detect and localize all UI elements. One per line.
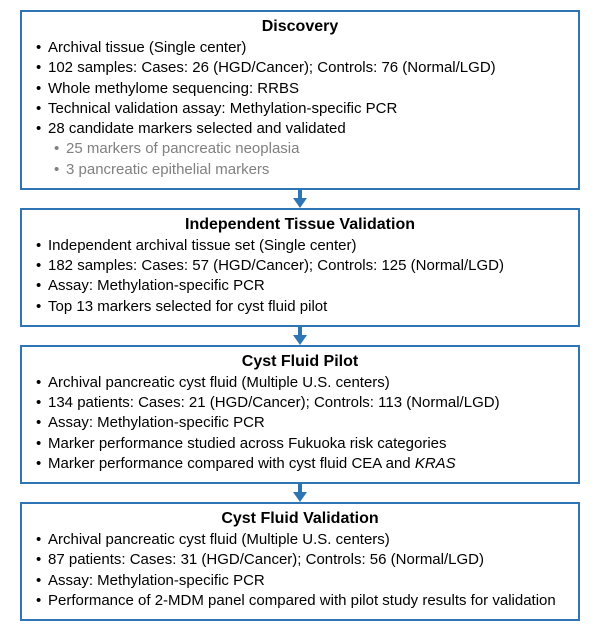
block-title: Discovery: [36, 18, 564, 36]
flow-arrow: [20, 190, 580, 208]
block-title: Cyst Fluid Validation: [36, 510, 564, 528]
bullet-item: Archival pancreatic cyst fluid (Multiple…: [36, 530, 564, 550]
bullet-item: 182 samples: Cases: 57 (HGD/Cancer); Con…: [36, 256, 564, 276]
flow-block: Cyst Fluid Validation Archival pancreatic…: [20, 502, 580, 621]
bullet-item: Top 13 markers selected for cyst fluid p…: [36, 297, 564, 317]
bullet-item: Technical validation assay: Methylation-…: [36, 99, 564, 119]
bullet-item: 134 patients: Cases: 21 (HGD/Cancer); Co…: [36, 393, 564, 413]
bullet-item: Performance of 2-MDM panel compared with…: [36, 591, 564, 611]
flow-arrow: [20, 484, 580, 502]
bullet-item: Archival pancreatic cyst fluid (Multiple…: [36, 373, 564, 393]
bullet-item: Assay: Methylation-specific PCR: [36, 413, 564, 433]
bullet-item: 28 candidate markers selected and valida…: [36, 119, 564, 139]
bullet-item: Independent archival tissue set (Single …: [36, 236, 564, 256]
sub-bullet-item: 25 markers of pancreatic neoplasia: [36, 139, 564, 159]
bullet-list: Archival pancreatic cyst fluid (Multiple…: [36, 530, 564, 611]
bullet-item: Archival tissue (Single center): [36, 38, 564, 58]
bullet-item: Assay: Methylation-specific PCR: [36, 276, 564, 296]
sub-bullet-list: 25 markers of pancreatic neoplasia3 panc…: [36, 139, 564, 180]
sub-bullet-item: 3 pancreatic epithelial markers: [36, 160, 564, 180]
block-title: Cyst Fluid Pilot: [36, 353, 564, 371]
flow-block: Independent Tissue Validation Independent…: [20, 208, 580, 327]
flow-block: Cyst Fluid Pilot Archival pancreatic cyst…: [20, 345, 580, 484]
bullet-item: Assay: Methylation-specific PCR: [36, 571, 564, 591]
bullet-list: Independent archival tissue set (Single …: [36, 236, 564, 317]
bullet-list: Archival tissue (Single center)102 sampl…: [36, 38, 564, 180]
flow-block: Discovery Archival tissue (Single center)…: [20, 10, 580, 190]
flow-arrow: [20, 327, 580, 345]
bullet-item: Marker performance studied across Fukuok…: [36, 434, 564, 454]
block-title: Independent Tissue Validation: [36, 216, 564, 234]
bullet-list: Archival pancreatic cyst fluid (Multiple…: [36, 373, 564, 474]
bullet-item: Whole methylome sequencing: RRBS: [36, 79, 564, 99]
flowchart-container: Discovery Archival tissue (Single center)…: [0, 0, 600, 631]
bullet-item: Marker performance compared with cyst fl…: [36, 454, 564, 474]
bullet-item: 102 samples: Cases: 26 (HGD/Cancer); Con…: [36, 58, 564, 78]
bullet-item: 87 patients: Cases: 31 (HGD/Cancer); Con…: [36, 550, 564, 570]
